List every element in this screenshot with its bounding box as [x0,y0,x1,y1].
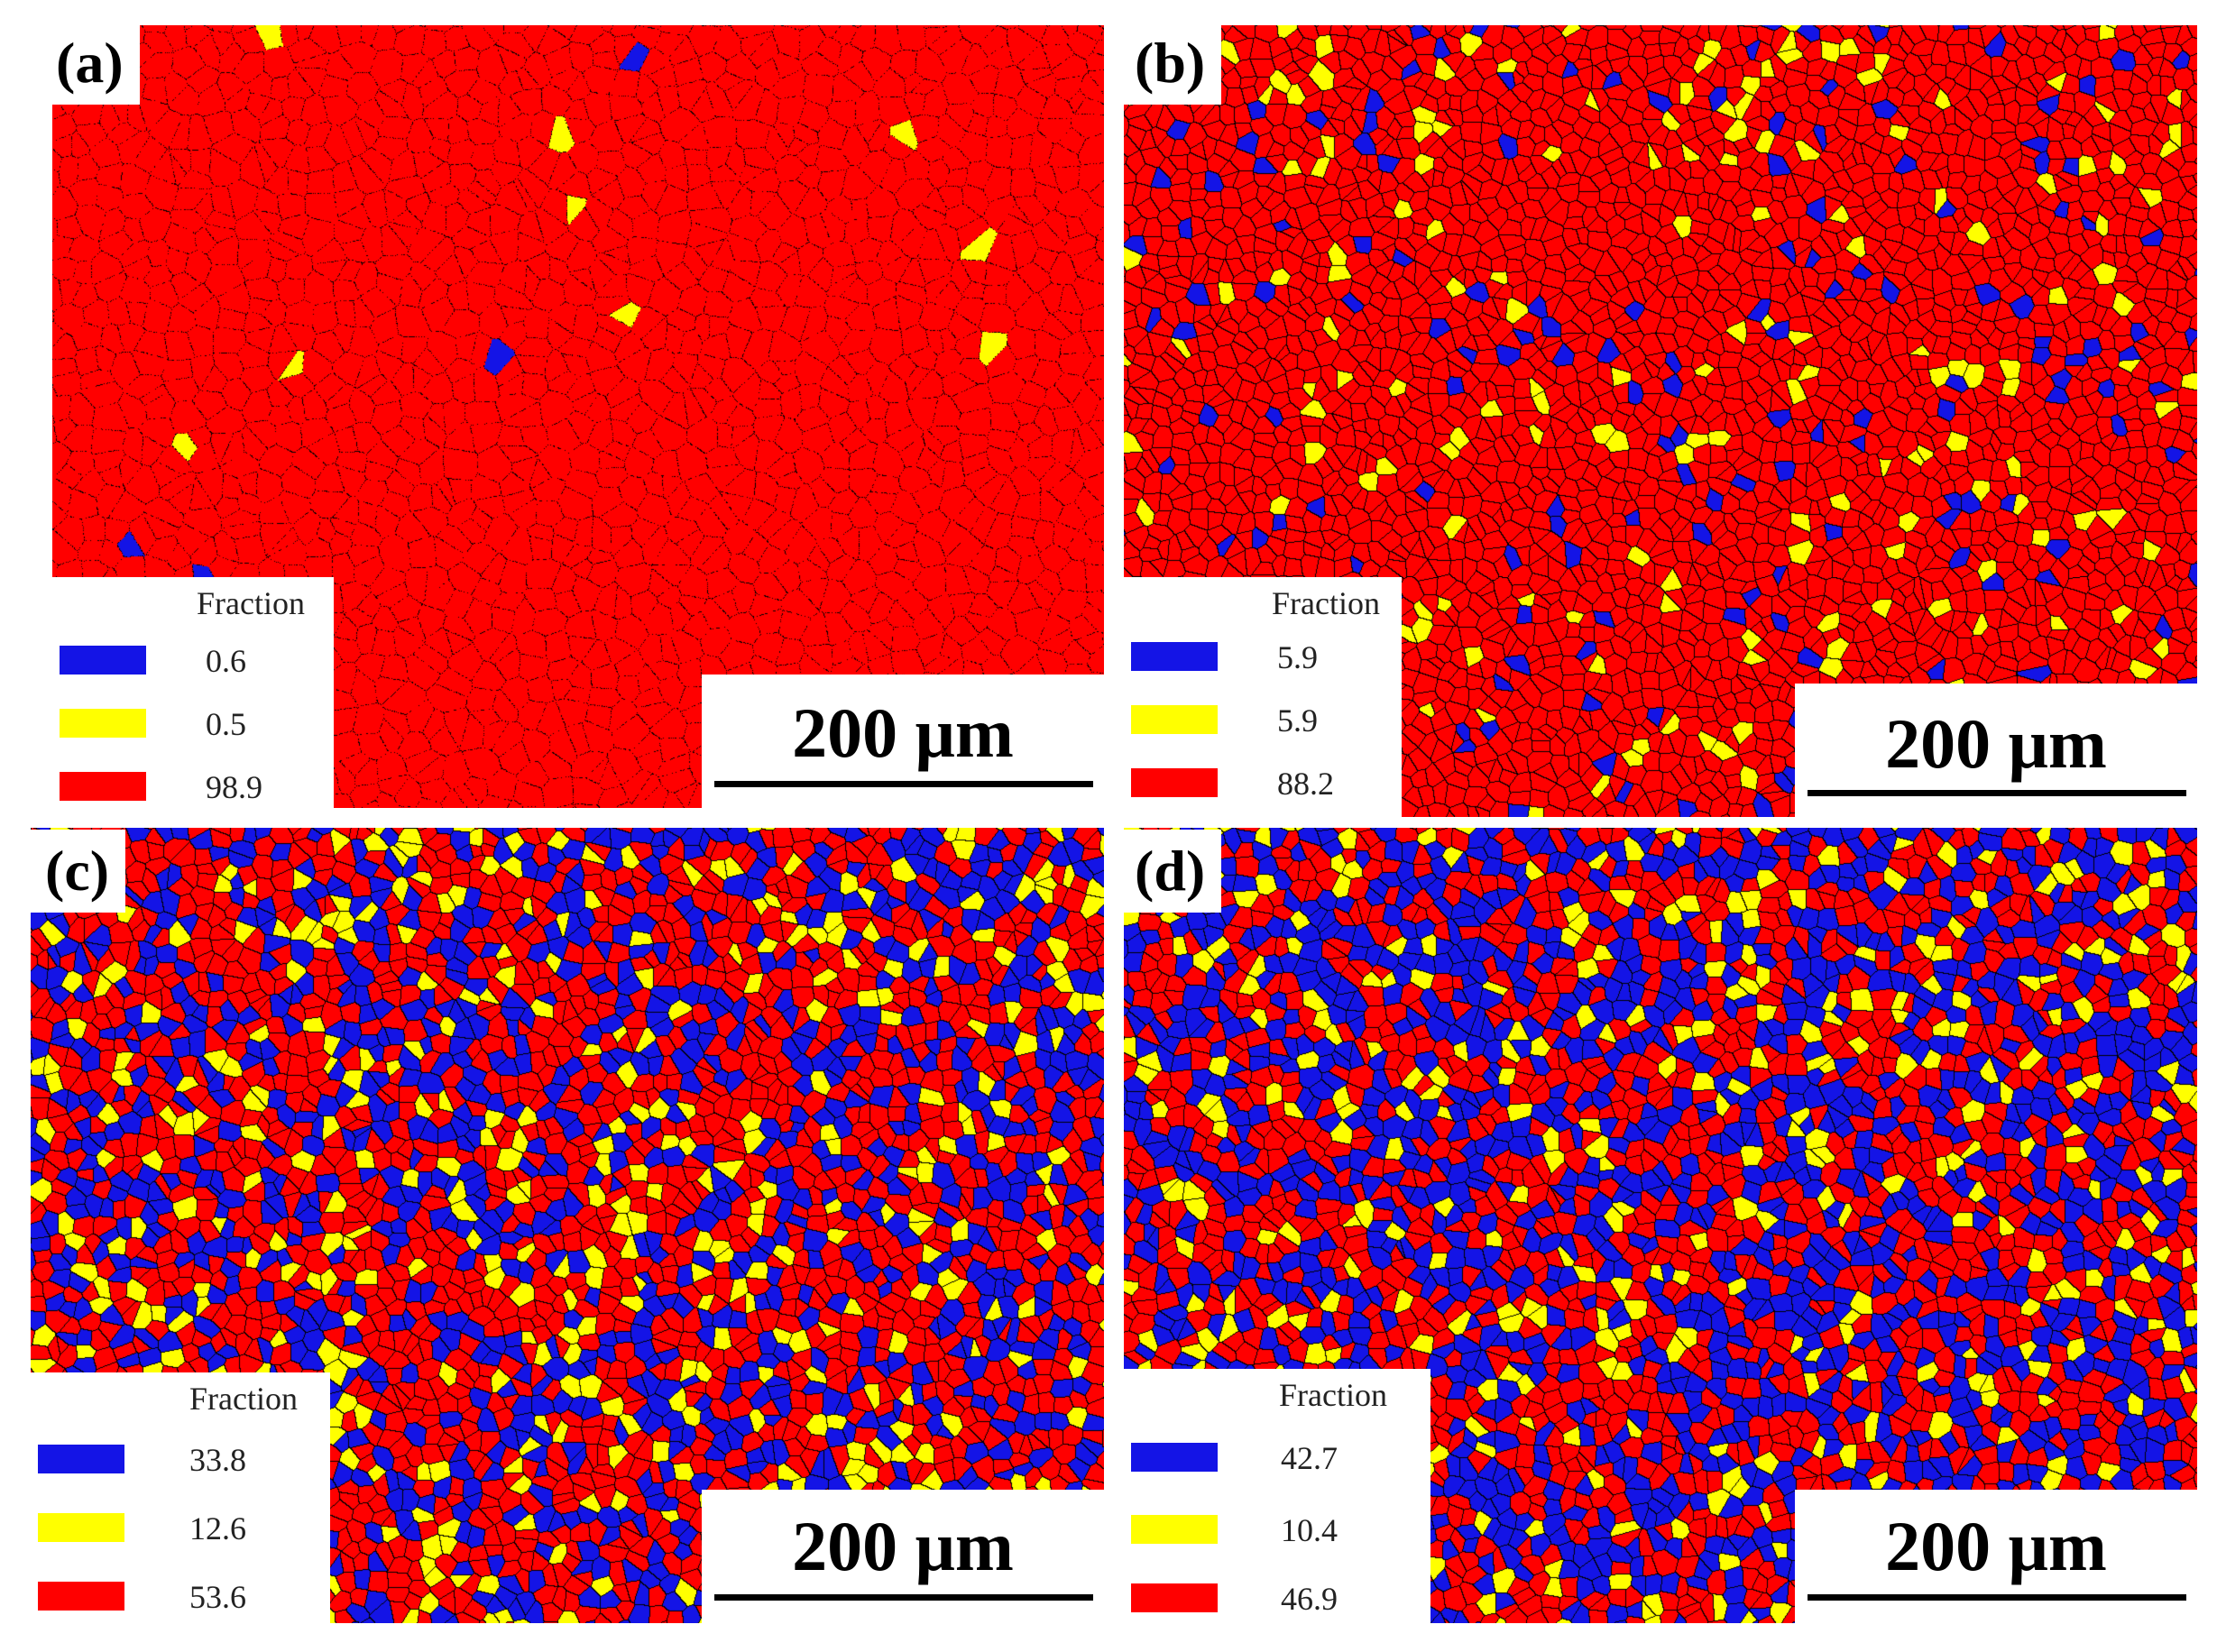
legend-swatch-yellow [1131,705,1218,734]
legend-value-red-a: 98.9 [206,769,262,805]
legend-c: Fraction 33.8 12.6 53.6 [31,1372,330,1623]
legend-swatch-yellow [60,709,146,738]
legend-swatch-red [60,772,146,801]
scale-bar-line-d [1808,1594,2186,1601]
legend-value-blue-c: 33.8 [189,1442,246,1478]
legend-row-yellow-c: 12.6 [31,1508,330,1547]
panel-a: (a) Fraction 0.6 0.5 98.9 200 μm [41,22,1104,808]
legend-swatch-blue [1131,642,1218,671]
scale-bar-c: 200 μm [702,1490,1104,1623]
scale-bar-line-b [1808,790,2186,796]
legend-title-a: Fraction [197,585,305,621]
panel-c: (c) Fraction 33.8 12.6 53.6 200 μm [31,828,1104,1623]
legend-row-blue-a: 0.6 [52,640,334,680]
legend-title-d: Fraction [1279,1377,1387,1413]
scale-bar-label-a: 200 μm [792,693,1014,772]
legend-b: Fraction 5.9 5.9 88.2 [1124,577,1402,817]
panel-d: (d) Fraction 42.7 10.4 46.9 200 μm [1120,828,2197,1623]
legend-title-b: Fraction [1272,585,1380,621]
panel-label-c: (c) [31,830,126,913]
legend-row-red-d: 46.9 [1124,1578,1430,1618]
legend-row-blue-c: 33.8 [31,1439,330,1479]
legend-value-red-b: 88.2 [1277,766,1334,802]
legend-title-c: Fraction [189,1381,298,1417]
panel-label-a: (a) [41,22,140,105]
legend-value-red-c: 53.6 [189,1579,246,1615]
legend-value-yellow-a: 0.5 [206,706,246,742]
panel-label-d: (d) [1120,830,1222,913]
legend-row-red-b: 88.2 [1124,763,1402,803]
legend-value-yellow-c: 12.6 [189,1510,246,1546]
legend-d: Fraction 42.7 10.4 46.9 [1124,1369,1430,1623]
scale-bar-label-d: 200 μm [1885,1507,2107,1585]
scale-bar-a: 200 μm [702,675,1104,808]
scale-bar-label-c: 200 μm [792,1507,1014,1585]
legend-value-blue-d: 42.7 [1281,1440,1338,1476]
legend-row-yellow-d: 10.4 [1124,1510,1430,1549]
legend-row-red-a: 98.9 [52,766,334,806]
scale-bar-d: 200 μm [1795,1490,2197,1623]
legend-swatch-blue [38,1445,124,1473]
legend-swatch-red [38,1582,124,1611]
scale-bar-line-a [714,781,1093,787]
legend-row-yellow-b: 5.9 [1124,700,1402,739]
scale-bar-line-c [714,1594,1093,1601]
legend-value-yellow-b: 5.9 [1277,702,1318,739]
legend-value-blue-a: 0.6 [206,643,246,679]
scale-bar-b: 200 μm [1795,684,2197,817]
legend-row-blue-b: 5.9 [1124,637,1402,676]
legend-swatch-red [1131,768,1218,797]
legend-row-blue-d: 42.7 [1124,1437,1430,1477]
legend-swatch-blue [60,646,146,675]
legend-value-blue-b: 5.9 [1277,639,1318,675]
legend-row-yellow-a: 0.5 [52,703,334,743]
legend-value-yellow-d: 10.4 [1281,1512,1338,1548]
legend-swatch-red [1131,1583,1218,1612]
legend-a: Fraction 0.6 0.5 98.9 [52,577,334,808]
panel-label-b: (b) [1120,22,1222,105]
legend-row-red-c: 53.6 [31,1576,330,1616]
panel-b: (b) Fraction 5.9 5.9 88.2 200 μm [1120,22,2197,817]
scale-bar-label-b: 200 μm [1885,704,2107,783]
legend-swatch-yellow [1131,1515,1218,1544]
legend-value-red-d: 46.9 [1281,1581,1338,1617]
legend-swatch-blue [1131,1443,1218,1472]
legend-swatch-yellow [38,1513,124,1542]
